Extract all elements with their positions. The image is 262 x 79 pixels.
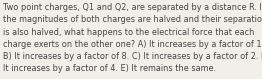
- Text: It increases by a factor of 4. E) It remains the same.: It increases by a factor of 4. E) It rem…: [3, 64, 216, 73]
- Text: charge exerts on the other one? A) It increases by a factor of 16.: charge exerts on the other one? A) It in…: [3, 40, 262, 49]
- Text: Two point charges, Q1 and Q2, are separated by a distance R. If: Two point charges, Q1 and Q2, are separa…: [3, 3, 262, 12]
- Text: is also halved, what happens to the electrical force that each: is also halved, what happens to the elec…: [3, 28, 254, 37]
- Text: B) It increases by a factor of 8. C) It increases by a factor of 2. D): B) It increases by a factor of 8. C) It …: [3, 52, 262, 61]
- Text: the magnitudes of both charges are halved and their separation: the magnitudes of both charges are halve…: [3, 15, 262, 24]
